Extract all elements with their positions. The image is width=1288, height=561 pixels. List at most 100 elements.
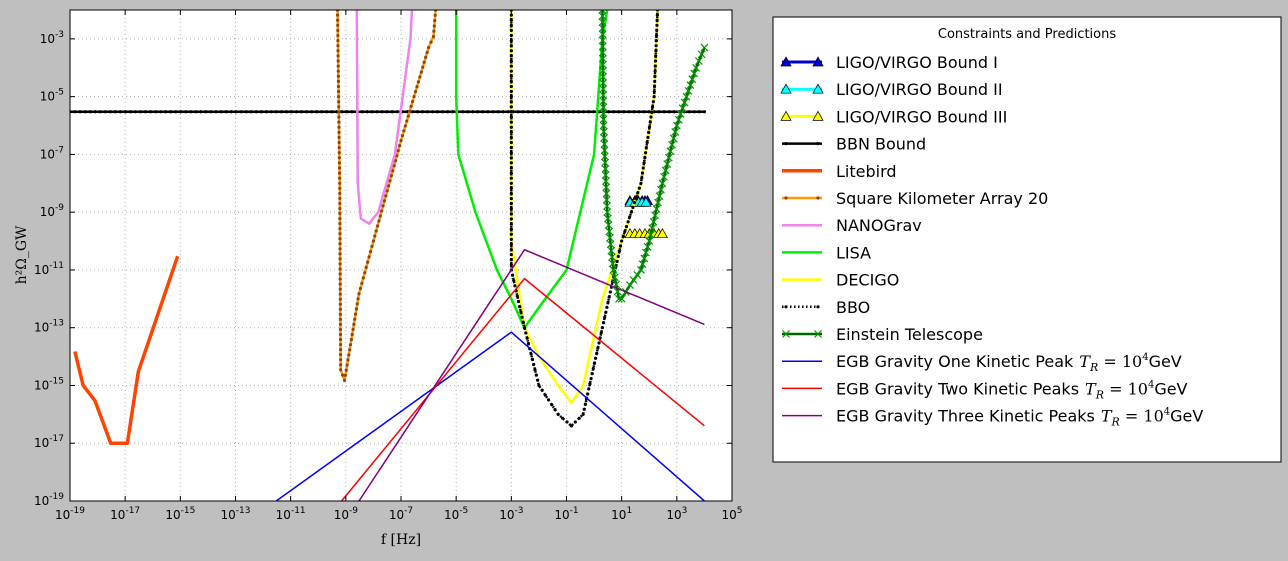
series-marker-bbo bbox=[639, 181, 643, 185]
series-marker-square-kilometer-array-20 bbox=[336, 49, 340, 53]
legend-entry-nanograv: NANOGrav bbox=[782, 216, 922, 235]
series-marker-bbo bbox=[533, 368, 537, 372]
series-marker-bbn-bound bbox=[360, 110, 364, 114]
series-marker-bbo bbox=[647, 125, 652, 129]
series-marker-bbo bbox=[509, 13, 513, 17]
series-marker-bbn-bound bbox=[566, 110, 571, 114]
series-marker-square-kilometer-array-20 bbox=[400, 134, 405, 138]
series-marker-square-kilometer-array-20 bbox=[345, 363, 349, 367]
series-einstein-telescope bbox=[598, 10, 709, 303]
series-marker-einstein-telescope bbox=[645, 237, 654, 245]
series-marker-einstein-telescope bbox=[640, 254, 649, 263]
series-marker-einstein-telescope bbox=[649, 217, 658, 226]
legend-swatch-marker bbox=[816, 196, 820, 200]
series-marker-square-kilometer-array-20 bbox=[338, 201, 342, 206]
x-tick-label: 10-19 bbox=[55, 506, 85, 522]
series-marker-square-kilometer-array-20 bbox=[337, 146, 341, 150]
series-marker-square-kilometer-array-20 bbox=[335, 13, 340, 17]
series-marker-bbo bbox=[617, 249, 621, 253]
series-marker-bbo bbox=[509, 64, 513, 68]
series-marker-bbn-bound bbox=[204, 110, 208, 114]
series-marker-square-kilometer-array-20 bbox=[368, 249, 373, 254]
series-marker-einstein-telescope bbox=[606, 240, 615, 249]
series-marker-einstein-telescope bbox=[672, 121, 681, 130]
series-marker-square-kilometer-array-20 bbox=[426, 45, 431, 50]
series-marker-square-kilometer-array-20 bbox=[337, 95, 341, 99]
series-marker-bbn-bound bbox=[98, 110, 102, 114]
series-marker-square-kilometer-array-20 bbox=[355, 302, 359, 306]
series-marker-bbn-bound bbox=[622, 110, 626, 114]
series-marker-bbo bbox=[509, 161, 513, 165]
series-marker-bbo bbox=[652, 89, 656, 94]
series-marker-bbn-bound bbox=[340, 110, 344, 114]
series-marker-square-kilometer-array-20 bbox=[338, 257, 342, 261]
series-marker-square-kilometer-array-20 bbox=[363, 271, 367, 275]
series-marker-square-kilometer-array-20 bbox=[336, 54, 340, 58]
series-marker-bbn-bound bbox=[234, 110, 238, 114]
series-marker-square-kilometer-array-20 bbox=[398, 144, 402, 148]
series-marker-bbn-bound bbox=[148, 110, 153, 114]
series-marker-square-kilometer-array-20 bbox=[337, 140, 341, 145]
series-marker-bbo bbox=[509, 186, 513, 190]
series-marker-bbo bbox=[618, 244, 623, 248]
legend-swatch-marker bbox=[784, 196, 788, 200]
series-marker-einstein-telescope bbox=[660, 172, 668, 181]
legend-swatch-marker bbox=[784, 305, 788, 309]
series-marker-bbo bbox=[509, 207, 513, 211]
series-marker-bbn-bound bbox=[113, 110, 117, 114]
series-marker-einstein-telescope bbox=[607, 246, 616, 255]
series-marker-bbn-bound bbox=[224, 110, 228, 114]
series-marker-bbn-bound bbox=[592, 110, 596, 114]
x-tick-label: 10-1 bbox=[554, 506, 578, 522]
series-marker-bbo bbox=[648, 120, 652, 124]
series-marker-square-kilometer-array-20 bbox=[389, 174, 393, 178]
series-marker-bbo bbox=[598, 336, 602, 340]
series-marker-einstein-telescope bbox=[669, 134, 678, 143]
legend-entry-square-kilometer-array-20: Square Kilometer Array 20 bbox=[782, 189, 1048, 208]
series-marker-bbn-bound bbox=[118, 110, 122, 114]
series-marker-bbo bbox=[592, 361, 597, 365]
series-marker-bbo bbox=[546, 398, 551, 402]
series-marker-square-kilometer-array-20 bbox=[425, 50, 429, 55]
series-marker-square-kilometer-array-20 bbox=[336, 23, 340, 27]
series-marker-einstein-telescope bbox=[654, 198, 662, 207]
series-square-kilometer-array-20 bbox=[335, 10, 438, 382]
legend-label: BBO bbox=[836, 298, 870, 317]
series-marker-ligo-virgo-bound-iii bbox=[656, 227, 669, 239]
series-marker-bbo bbox=[637, 186, 641, 190]
series-marker-einstein-telescope bbox=[605, 227, 614, 236]
series-marker-einstein-telescope bbox=[598, 10, 607, 14]
series-marker-einstein-telescope bbox=[676, 110, 685, 118]
series-marker-square-kilometer-array-20 bbox=[336, 28, 340, 32]
series-marker-square-kilometer-array-20 bbox=[339, 368, 343, 372]
series-marker-bbn-bound bbox=[395, 110, 399, 114]
series-marker-bbo bbox=[509, 258, 513, 262]
series-marker-bbn-bound bbox=[123, 110, 127, 114]
series-marker-bbn-bound bbox=[294, 110, 299, 114]
y-tick-label: 10-3 bbox=[40, 30, 64, 46]
legend-swatch-marker bbox=[812, 56, 824, 67]
y-tick-label: 10-5 bbox=[40, 88, 64, 104]
series-marker-square-kilometer-array-20 bbox=[339, 358, 343, 362]
series-marker-bbn-bound bbox=[184, 110, 188, 114]
series-marker-bbn-bound bbox=[133, 110, 138, 114]
series-marker-bbn-bound bbox=[128, 110, 133, 114]
series-marker-bbo bbox=[620, 239, 624, 243]
series-marker-bbo bbox=[509, 28, 513, 32]
series-marker-bbn-bound bbox=[103, 110, 107, 114]
series-marker-bbo bbox=[509, 115, 513, 119]
series-marker-bbo bbox=[519, 310, 523, 314]
series-bbo bbox=[509, 10, 660, 428]
series-marker-square-kilometer-array-20 bbox=[337, 151, 341, 155]
legend-entry-ligo-virgo-bound-ii: LIGO/VIRGO Bound II bbox=[780, 80, 1003, 99]
series-marker-bbn-bound bbox=[541, 110, 545, 114]
series-marker-square-kilometer-array-20 bbox=[356, 297, 360, 301]
series-marker-bbo bbox=[509, 120, 513, 124]
series-marker-square-kilometer-array-20 bbox=[338, 186, 342, 190]
series-marker-einstein-telescope bbox=[599, 121, 608, 130]
series-marker-bbn-bound bbox=[305, 110, 309, 114]
series-marker-bbn-bound bbox=[637, 110, 641, 114]
series-egb-gravity-one-kinetic-peak bbox=[275, 331, 705, 501]
series-marker-bbn-bound bbox=[617, 110, 621, 114]
legend-swatch-marker bbox=[816, 142, 820, 146]
